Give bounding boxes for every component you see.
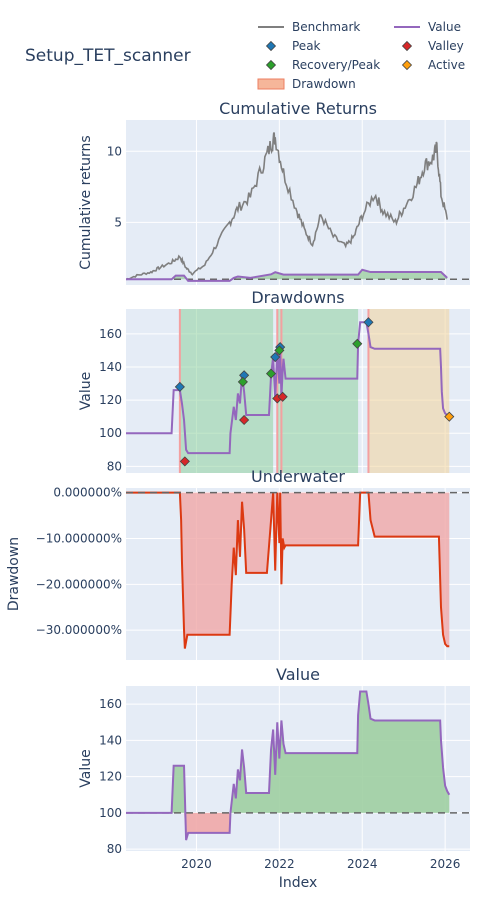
legend-swatch bbox=[401, 40, 413, 52]
x-tick-label: 2024 bbox=[347, 857, 378, 871]
legend-item-value[interactable]: Value bbox=[394, 20, 461, 34]
y-tick-label: −20.000000% bbox=[36, 577, 122, 591]
recovered-drawdown-period bbox=[277, 309, 282, 473]
benchmark-line bbox=[126, 132, 448, 281]
legend-item-benchmark[interactable]: Benchmark bbox=[258, 20, 360, 34]
y-tick-label: 120 bbox=[99, 770, 122, 784]
y-tick-label: −30.000000% bbox=[36, 623, 122, 637]
peak-marker bbox=[270, 351, 281, 363]
peak-marker bbox=[174, 381, 185, 392]
legend-swatch bbox=[401, 59, 413, 71]
legend[interactable]: Benchmark Value Peak Valley Recovery/Peak Act… bbox=[257, 20, 466, 91]
panel-2: 0.000000% −10.000000% −20.000000% −30.00000… bbox=[6, 467, 470, 660]
legend-label: Recovery/Peak bbox=[292, 58, 380, 72]
legend-label: Active bbox=[428, 58, 465, 72]
y-tick-label: 5 bbox=[114, 215, 122, 229]
legend-label: Benchmark bbox=[292, 20, 360, 34]
panel-1: 80 100 120 140 160 Drawdowns Value bbox=[78, 288, 470, 473]
recovery-peak-marker bbox=[352, 338, 363, 349]
x-tick-label: 2022 bbox=[264, 857, 295, 871]
legend-item-valley[interactable]: Valley bbox=[401, 39, 464, 53]
legend-label: Valley bbox=[428, 39, 464, 53]
panel-title: Drawdowns bbox=[251, 288, 344, 307]
peak-marker bbox=[363, 317, 374, 328]
panel-0: 5 10 Cumulative Returns Cumulative returns bbox=[78, 99, 470, 285]
y-tick-label: 120 bbox=[99, 393, 122, 407]
y-tick-label: 10 bbox=[107, 144, 122, 158]
y-tick-label: 80 bbox=[107, 842, 122, 856]
x-tick-label: 2020 bbox=[181, 857, 212, 871]
value-line bbox=[126, 321, 450, 455]
y-axis-title: Cumulative returns bbox=[78, 135, 94, 269]
panel-title: Cumulative Returns bbox=[219, 99, 377, 118]
value-line bbox=[126, 268, 448, 282]
valley-marker bbox=[277, 391, 288, 402]
active-marker bbox=[444, 411, 455, 422]
legend-item-drawdown[interactable]: Drawdown bbox=[257, 77, 356, 91]
panel-title: Value bbox=[276, 665, 320, 684]
legend-item-recovery-peak[interactable]: Recovery/Peak bbox=[265, 58, 381, 72]
legend-swatch bbox=[265, 40, 277, 52]
legend-swatch bbox=[257, 78, 285, 90]
y-axis-title: Drawdown bbox=[6, 537, 22, 611]
value-gain-area bbox=[126, 269, 448, 280]
legend-label: Peak bbox=[292, 39, 321, 53]
active-drawdown-period bbox=[368, 309, 450, 473]
y-tick-label: 140 bbox=[99, 733, 122, 747]
x-tick-label: 2026 bbox=[430, 857, 461, 871]
value-below-baseline-area bbox=[126, 812, 450, 841]
y-tick-label: 160 bbox=[99, 697, 122, 711]
y-axis-title: Value bbox=[78, 749, 94, 787]
y-tick-label: 140 bbox=[99, 360, 122, 374]
y-tick-label: −10.000000% bbox=[36, 531, 122, 545]
y-tick-label: 100 bbox=[99, 806, 122, 820]
legend-item-peak[interactable]: Peak bbox=[265, 39, 321, 53]
legend-label: Drawdown bbox=[292, 77, 356, 91]
legend-item-active[interactable]: Active bbox=[401, 58, 466, 72]
value-above-baseline-area bbox=[126, 691, 450, 813]
panel-3: 80 100 120 140 160 Value Value 2020 2022 2024 2026 bbox=[78, 665, 470, 871]
chart-panels: 5 10 Cumulative Returns Cumulative returns 8… bbox=[6, 99, 470, 871]
valley-marker bbox=[239, 414, 250, 426]
valley-marker bbox=[179, 456, 190, 467]
y-tick-label: 0.000000% bbox=[53, 486, 122, 500]
panel-title: Underwater bbox=[251, 467, 345, 486]
legend-label: Value bbox=[428, 20, 461, 34]
plot-area bbox=[126, 120, 470, 285]
recovery-peak-marker bbox=[265, 368, 277, 379]
legend-swatch bbox=[265, 59, 277, 71]
x-axis-title: Index bbox=[279, 875, 318, 891]
y-tick-label: 80 bbox=[107, 459, 122, 473]
recovered-drawdown-period bbox=[179, 309, 274, 473]
recovery-peak-marker bbox=[237, 376, 248, 387]
value-line bbox=[126, 690, 451, 841]
figure-title: Setup_TET_scanner bbox=[25, 46, 191, 66]
y-tick-label: 160 bbox=[99, 327, 122, 341]
y-axis-title: Value bbox=[78, 372, 94, 410]
recovery-peak-marker bbox=[274, 345, 285, 356]
recovered-drawdown-period bbox=[281, 309, 359, 473]
y-tick-label: 100 bbox=[99, 426, 122, 440]
underwater-area bbox=[126, 492, 450, 649]
